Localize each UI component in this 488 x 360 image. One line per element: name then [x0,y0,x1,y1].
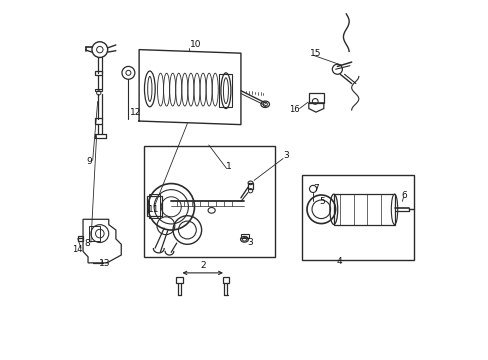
Text: 2: 2 [200,261,205,270]
Bar [301,175,413,260]
Bar [149,194,160,217]
Text: 1: 1 [225,162,231,171]
Text: 16: 16 [288,105,299,114]
Bar [333,194,394,225]
Bar [78,236,83,241]
Bar [144,146,274,257]
Text: 11: 11 [148,205,160,214]
Text: 9: 9 [86,157,92,166]
Bar [95,118,102,123]
Text: 8: 8 [84,239,90,248]
Bar [95,71,102,75]
Bar [218,73,232,107]
Bar [222,277,229,283]
Text: 14: 14 [72,245,82,254]
Text: 7: 7 [313,184,319,193]
Bar [89,226,100,241]
Text: 4: 4 [336,257,341,266]
Text: 3: 3 [247,238,253,247]
Text: 6: 6 [401,190,407,199]
Text: 10: 10 [189,40,201,49]
Text: 5: 5 [319,197,325,206]
Bar [176,277,183,283]
Bar [308,93,323,103]
Bar [241,234,248,238]
Text: 13: 13 [99,260,111,269]
Text: 3: 3 [283,151,288,160]
Bar [247,183,253,189]
Bar [95,89,102,91]
Bar [147,196,162,216]
Text: 12: 12 [129,108,141,117]
Text: 15: 15 [309,49,321,58]
